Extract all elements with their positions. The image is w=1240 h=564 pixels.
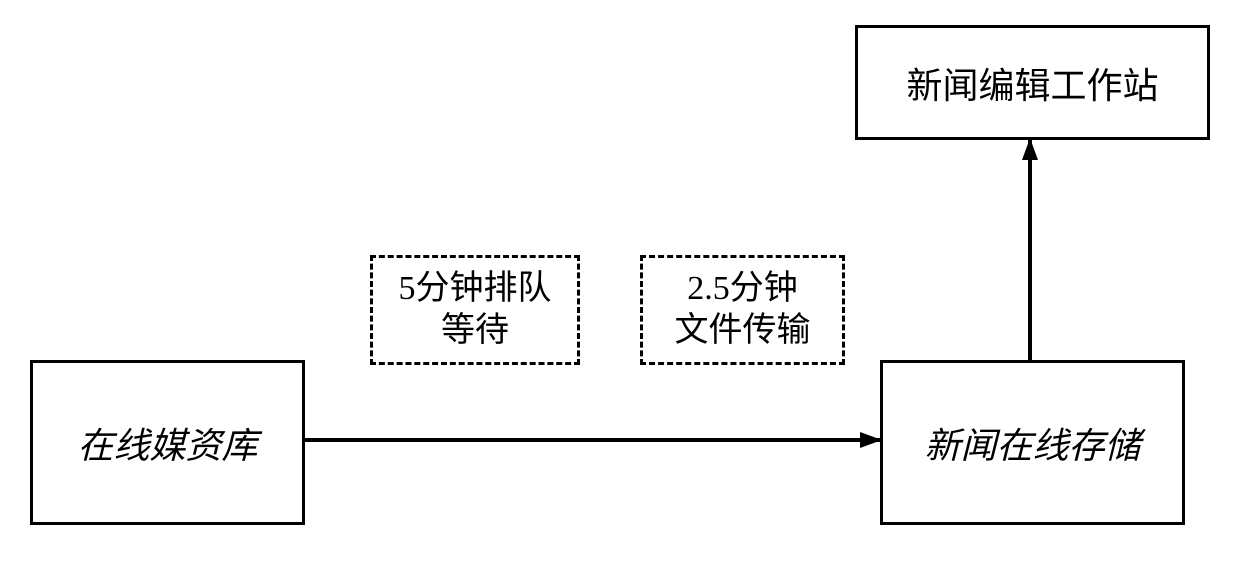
annotation-file-transfer: 2.5分钟 文件传输 <box>640 255 845 365</box>
node-media-lib: 在线媒资库 <box>30 360 305 525</box>
annotation-queue-wait: 5分钟排队 等待 <box>370 255 580 365</box>
annotation-queue-wait-line2: 等待 <box>399 310 552 353</box>
node-news-storage-label: 新闻在线存储 <box>924 417 1140 469</box>
node-workstation: 新闻编辑工作站 <box>855 25 1210 140</box>
node-news-storage: 新闻在线存储 <box>880 360 1185 525</box>
node-workstation-label: 新闻编辑工作站 <box>906 57 1158 109</box>
annotation-file-transfer-line2: 文件传输 <box>675 310 811 353</box>
node-media-lib-label: 在线媒资库 <box>77 417 257 469</box>
annotation-file-transfer-line1: 2.5分钟 <box>675 268 811 311</box>
diagram-canvas: { "diagram": { "type": "flowchart", "can… <box>0 0 1240 564</box>
annotation-queue-wait-line1: 5分钟排队 <box>399 268 552 311</box>
